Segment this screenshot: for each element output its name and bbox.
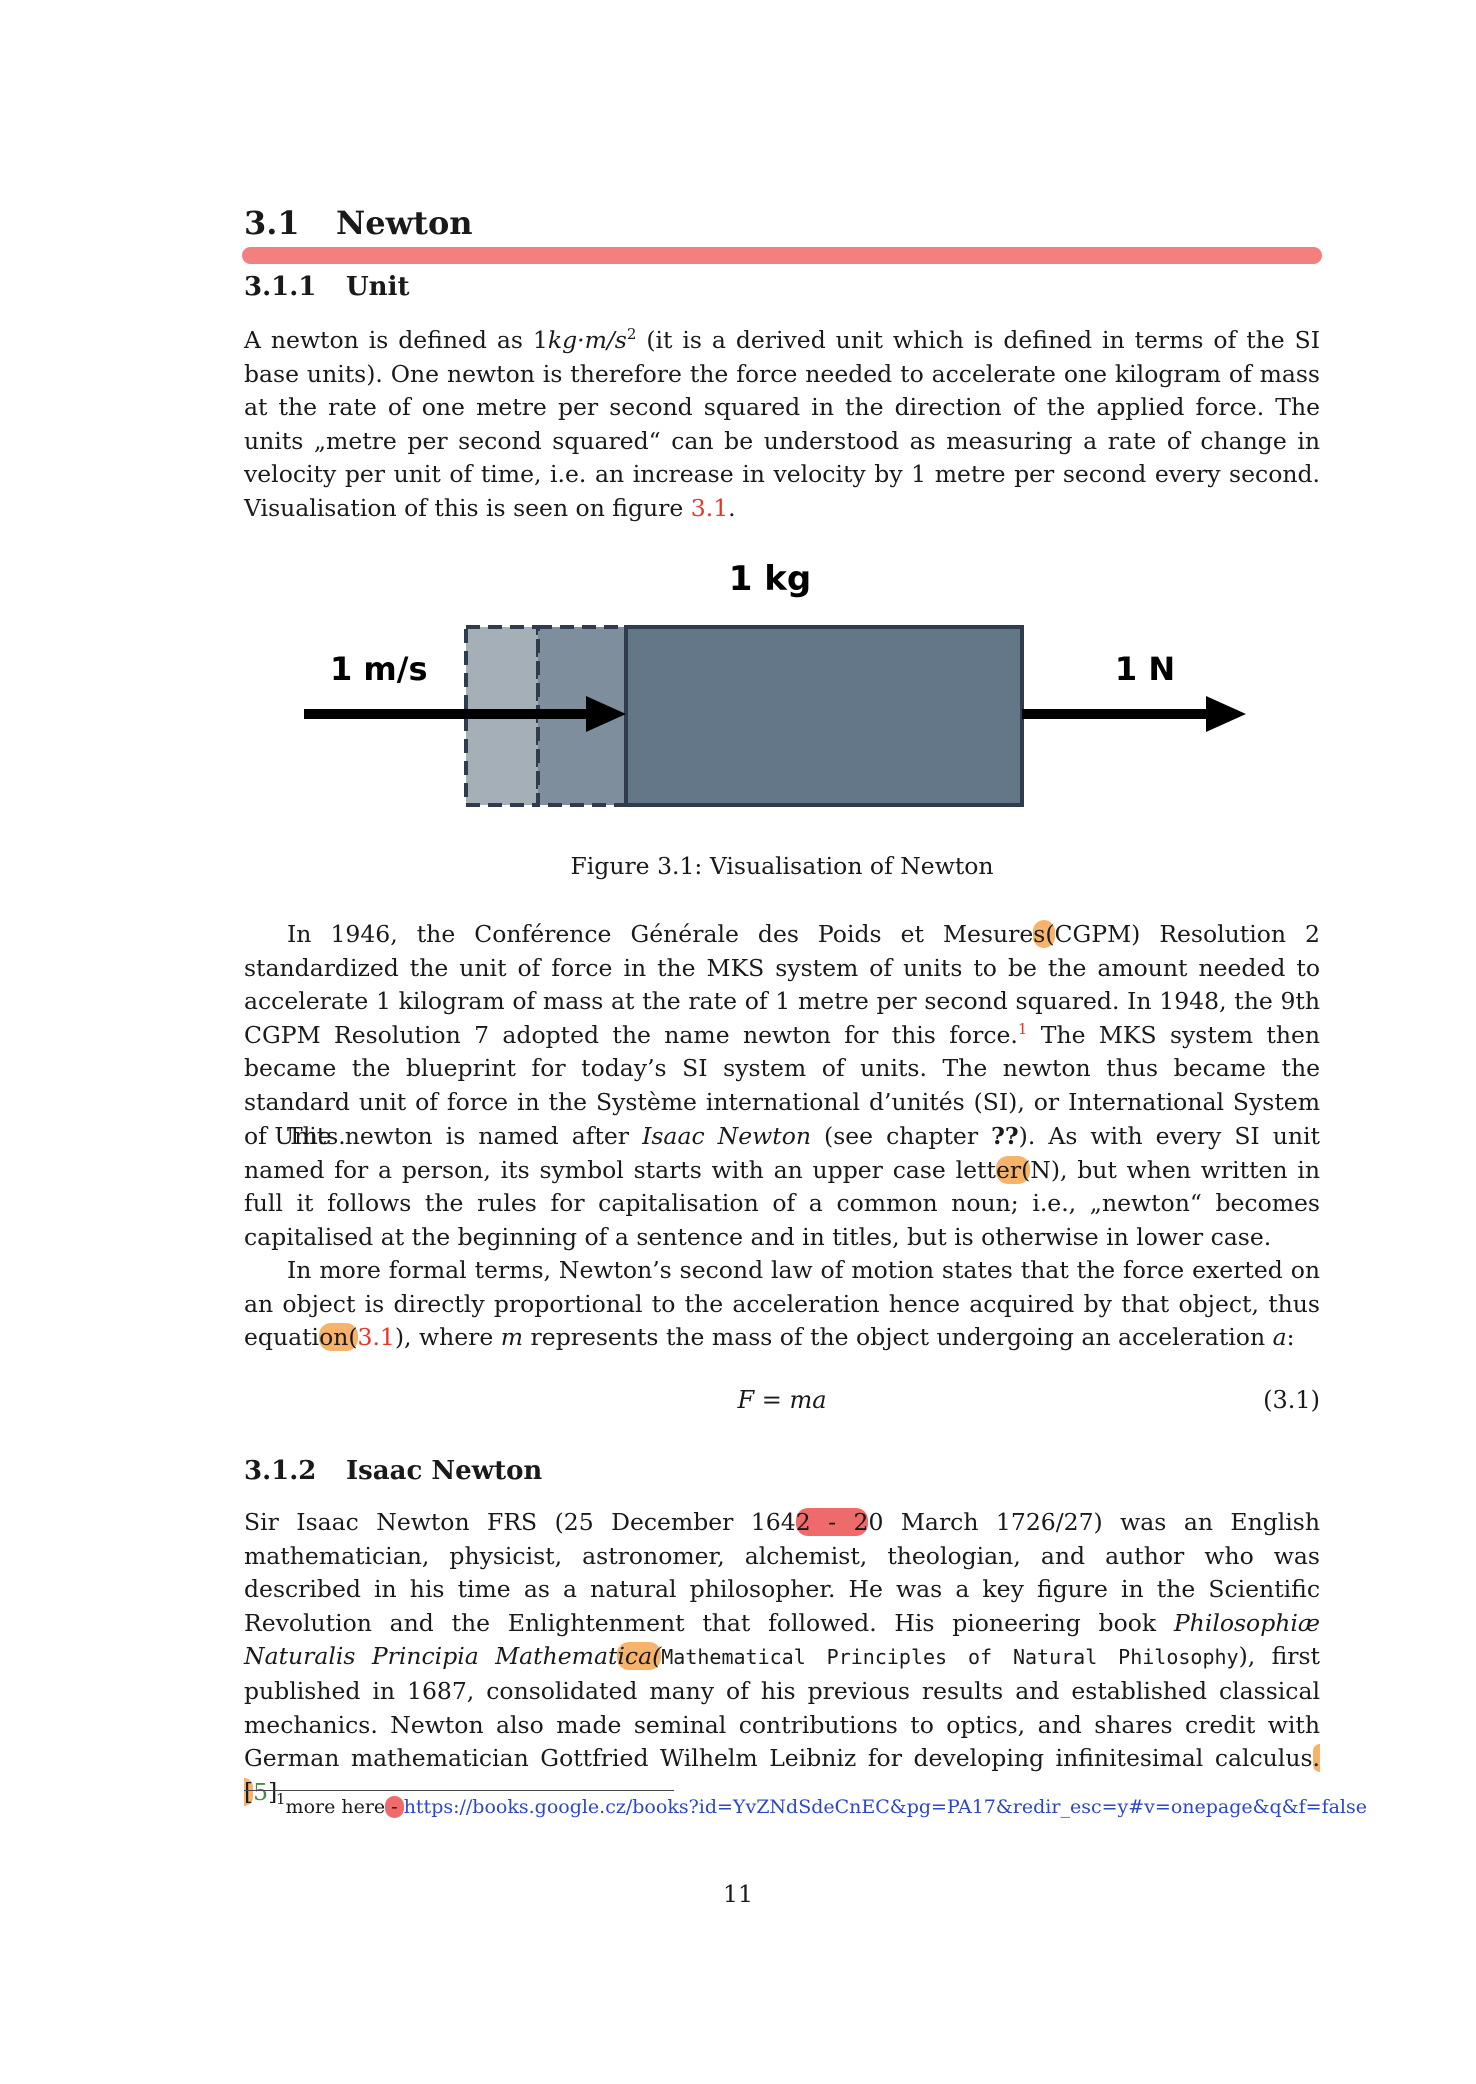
subsection-number: 3.1.1 [244, 272, 317, 302]
text-run: ] [268, 1777, 278, 1806]
text-run: In more formal terms, Newton’s second la… [244, 1256, 1320, 1352]
text-run: ). As with every SI unit named for a per… [244, 1122, 1320, 1184]
text-run: The newton is named after [287, 1122, 643, 1150]
exponent: 2 [626, 325, 637, 343]
text-run: A newton is defined as 1 [244, 326, 548, 354]
footnote: 1more here - https://books.google.cz/boo… [276, 1792, 1368, 1818]
book-title-translation: Mathematical Principles of Natural Philo… [661, 1645, 1239, 1670]
text-run: Sir Isaac Newton FRS (25 December 164 [244, 1508, 796, 1536]
equation-block: F = ma (3.1) [244, 1386, 1320, 1420]
math-variable: m [500, 1323, 524, 1352]
page-number: 11 [723, 1880, 753, 1908]
subsection-number: 3.1.2 [244, 1456, 317, 1486]
section-title: Newton [336, 204, 473, 242]
force-arrow-head [1206, 696, 1246, 732]
footnote-rule [244, 1790, 674, 1791]
force-label: 1 N [1115, 650, 1175, 688]
footnote-text: more here [285, 1796, 386, 1818]
figure-reference-link[interactable]: 3.1 [690, 493, 729, 522]
highlight-mark: - [385, 1796, 404, 1818]
subsection-title: Unit [346, 272, 410, 302]
text-run: N), but when written in full it follows … [244, 1155, 1320, 1251]
mass-label: 1 kg [729, 560, 811, 599]
math-variable: a [1272, 1323, 1287, 1352]
subsection-heading-unit: 3.1.1 Unit [244, 272, 409, 302]
text-run: : [1286, 1323, 1295, 1352]
text-run: CGPM) Resolution 2 standardized the unit… [244, 920, 1320, 1049]
text-run: (it is a derived unit which is defined i… [244, 326, 1321, 522]
subsection-heading-isaac: 3.1.2 Isaac Newton [244, 1456, 542, 1486]
section-highlight-bar [242, 247, 1322, 264]
figure-caption: Figure 3.1: Visualisation of Newton [570, 852, 994, 880]
paragraph-cgpm: In 1946, the Conférence Générale des Poi… [244, 918, 1320, 1153]
text-run: (see chapter [810, 1122, 992, 1150]
highlight-mark: ica( [617, 1642, 662, 1671]
paragraph-isaac-newton: Sir Isaac Newton FRS (25 December 1642 -… [244, 1506, 1320, 1809]
paragraph-second-law: In more formal terms, Newton’s second la… [244, 1254, 1320, 1355]
text-run: ), first published in 1687, consolidated… [244, 1642, 1320, 1773]
section-heading: 3.1 Newton [244, 204, 473, 242]
book-title: Philosophiæ Naturalis Principia Mathemat [244, 1608, 1320, 1671]
text-run: In 1946, the Conférence Générale des Poi… [287, 920, 1034, 948]
footnote-mark: 1 [276, 1790, 286, 1808]
paragraph-named-after: The newton is named after Isaac Newton (… [244, 1120, 1320, 1254]
equation-reference-link[interactable]: 3.1 [357, 1323, 395, 1352]
highlight-mark: er( [995, 1155, 1031, 1184]
newton-figure: 1 kg 1 m/s 1 N [304, 560, 1246, 807]
text-run: . [728, 493, 736, 522]
text-run: represents the mass of the object underg… [523, 1323, 1273, 1352]
highlight-mark: s( [1033, 920, 1055, 948]
section-number: 3.1 [244, 204, 300, 242]
chapter-reference: ?? [991, 1122, 1019, 1150]
subsection-title: Isaac Newton [346, 1456, 543, 1486]
footnote-url-link[interactable]: https://books.google.cz/books?id=YvZNdSd… [403, 1796, 1368, 1818]
text-run: The MKS system then became the blueprint… [244, 1020, 1320, 1150]
paragraph-unit-definition: A newton is defined as 1kg·m/s2 (it is a… [244, 324, 1320, 526]
equation-formula: F = ma [737, 1386, 827, 1414]
mass-block [624, 625, 1024, 807]
velocity-label: 1 m/s [330, 650, 427, 688]
text-run: ), where [394, 1323, 501, 1352]
equation-number: (3.1) [1263, 1386, 1320, 1414]
footnote-reference-link[interactable]: 1 [1017, 1019, 1028, 1038]
text-run: 0 March 1726/27) was an English mathemat… [244, 1508, 1320, 1637]
citation-link[interactable]: 5 [253, 1777, 269, 1806]
velocity-arrow-head [586, 696, 626, 732]
person-name: Isaac Newton [642, 1122, 811, 1150]
highlight-mark: 2 - 2 [795, 1508, 869, 1536]
unit-expression: kg·m/s [547, 326, 627, 354]
highlight-mark: on( [319, 1323, 358, 1352]
